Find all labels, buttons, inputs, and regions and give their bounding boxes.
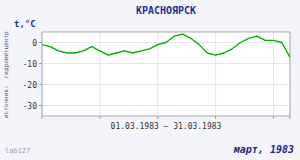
plot-frame (42, 32, 290, 116)
x-grid-line (215, 32, 216, 116)
plot-area (42, 32, 290, 116)
y-tick (39, 105, 42, 106)
temperature-line (42, 34, 290, 57)
x-grid-line (273, 32, 274, 116)
footer: март, 1983 (233, 144, 294, 155)
background (0, 0, 300, 160)
x-grid-line (99, 32, 100, 116)
x-tick (99, 116, 100, 119)
y-axis-label: t,°C (14, 19, 36, 29)
x-tick (42, 116, 43, 119)
x-tick (273, 116, 274, 119)
y-tick (39, 84, 42, 85)
y-tick-label: -30 (23, 102, 38, 111)
y-tick-label: -20 (23, 81, 38, 90)
watermark: lab127 (5, 147, 30, 155)
y-tick (39, 63, 42, 64)
y-grid-line (42, 105, 290, 106)
y-tick-label: 0 (32, 39, 37, 48)
title: КРАСНОЯРСК (136, 5, 196, 16)
chart: 0 -10 -20 -30 КРАСНОЯРСК t,°C 01.03.1983 – 31.… (0, 0, 300, 160)
source-label: источник: гидрометцентр (2, 31, 10, 118)
y-grid-line (42, 63, 290, 64)
x-axis-label: 01.03.1983 – 31.03.1983 (111, 122, 222, 131)
y-tick-label: -10 (23, 60, 38, 69)
x-tick (157, 116, 158, 119)
x-tick (215, 116, 216, 119)
y-grid-line (42, 84, 290, 85)
y-tick (39, 42, 42, 43)
series-group (42, 34, 290, 57)
x-tick (290, 116, 291, 119)
